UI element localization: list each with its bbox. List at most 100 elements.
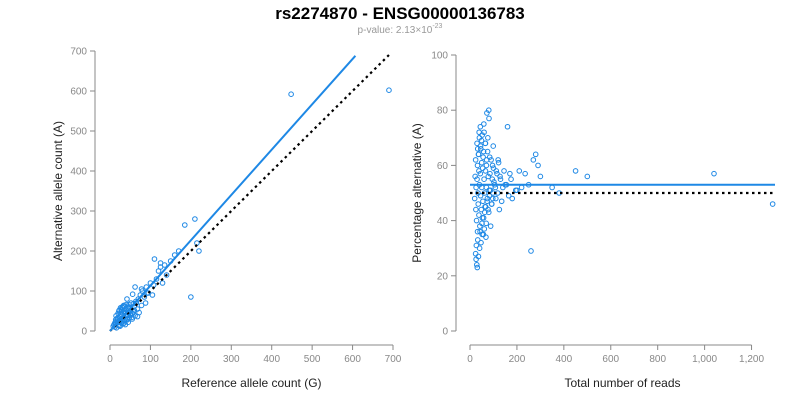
y-tick-label: 60 (437, 161, 449, 172)
data-point (485, 209, 492, 216)
data-point (489, 162, 496, 169)
data-point (161, 262, 168, 268)
data-point (473, 217, 480, 224)
data-point (485, 107, 492, 113)
data-point (132, 284, 138, 290)
data-point (138, 286, 145, 292)
data-point (480, 231, 487, 238)
data-point (481, 226, 488, 232)
data-point (142, 300, 149, 306)
y-tick-label: 0 (81, 327, 87, 338)
data-point (138, 302, 145, 309)
y-tick-label: 100 (431, 51, 448, 62)
data-point (475, 151, 482, 158)
data-point (486, 154, 493, 160)
data-point (124, 296, 130, 302)
data-point (474, 264, 481, 271)
x-tick-label: 0 (107, 354, 113, 365)
data-point (477, 143, 484, 149)
data-point (485, 206, 491, 213)
data-point (151, 256, 158, 262)
data-point (474, 237, 481, 243)
data-point (483, 234, 489, 240)
data-point (479, 165, 486, 171)
data-point (483, 162, 490, 169)
fit-line (109, 55, 357, 332)
data-point (386, 87, 392, 93)
data-point (474, 228, 481, 235)
chart-title: rs2274870 - ENSG00000136783 (275, 4, 525, 23)
y-tick-label: 500 (70, 127, 87, 138)
data-point (532, 151, 539, 158)
y-tick-label: 80 (437, 106, 449, 117)
data-point (477, 228, 483, 235)
data-point (769, 201, 776, 207)
data-point (194, 240, 200, 246)
data-point (512, 187, 519, 194)
data-point (549, 184, 555, 191)
data-point (113, 313, 119, 319)
data-point (181, 222, 188, 228)
data-point (490, 143, 497, 149)
data-point (497, 173, 503, 180)
data-point (489, 176, 496, 182)
data-point (477, 170, 484, 177)
data-point (537, 173, 544, 180)
x-axis-title: Reference allele count (G) (181, 376, 321, 390)
data-point (485, 135, 491, 141)
data-point (124, 317, 131, 323)
data-point (711, 170, 717, 177)
data-point (481, 121, 487, 127)
data-point (118, 306, 125, 313)
y-tick-label: 600 (70, 87, 87, 98)
data-point (478, 239, 484, 246)
x-tick-label: 400 (556, 354, 573, 365)
data-point (480, 148, 487, 155)
pvalue-exponent: -23 (432, 23, 443, 30)
data-point (477, 192, 484, 199)
data-point (163, 272, 170, 278)
data-point (478, 206, 485, 213)
data-point (153, 276, 160, 282)
data-point (497, 176, 504, 182)
x-tick-label: 200 (509, 354, 526, 365)
data-point (501, 168, 507, 174)
data-point (479, 215, 486, 221)
data-point (120, 302, 127, 309)
data-point (535, 162, 541, 169)
data-point (474, 176, 480, 182)
data-point (483, 157, 490, 163)
data-point (489, 201, 495, 207)
data-point (192, 216, 198, 222)
y-tick-label: 200 (70, 247, 87, 258)
data-point (495, 159, 502, 166)
data-point (471, 195, 478, 202)
y-tick-label: 20 (437, 271, 449, 282)
x-axis-title: Total number of reads (564, 376, 680, 390)
data-point (504, 123, 511, 130)
data-point (487, 170, 493, 177)
y-axis-title: Alternative allele count (A) (51, 121, 65, 261)
data-point (134, 313, 141, 320)
y-tick-label: 0 (442, 327, 448, 338)
panel-allele-counts: 0 100 200 300 400 500 600 700 0 100 200 300 400 500 60… (51, 47, 402, 391)
data-point (474, 146, 481, 152)
data-point (476, 245, 483, 251)
data-point (493, 168, 500, 174)
data-point (129, 291, 136, 298)
data-point (481, 176, 487, 182)
data-point (584, 173, 591, 180)
data-point (474, 140, 480, 147)
data-point (495, 157, 501, 163)
data-point (484, 198, 490, 205)
data-point (472, 157, 479, 163)
data-point (477, 123, 484, 130)
data-point (473, 256, 479, 263)
data-point (141, 294, 148, 300)
x-tick-label: 300 (223, 354, 240, 365)
data-point (481, 209, 488, 216)
data-point (475, 201, 482, 207)
data-point (159, 280, 166, 286)
data-point (490, 165, 497, 171)
